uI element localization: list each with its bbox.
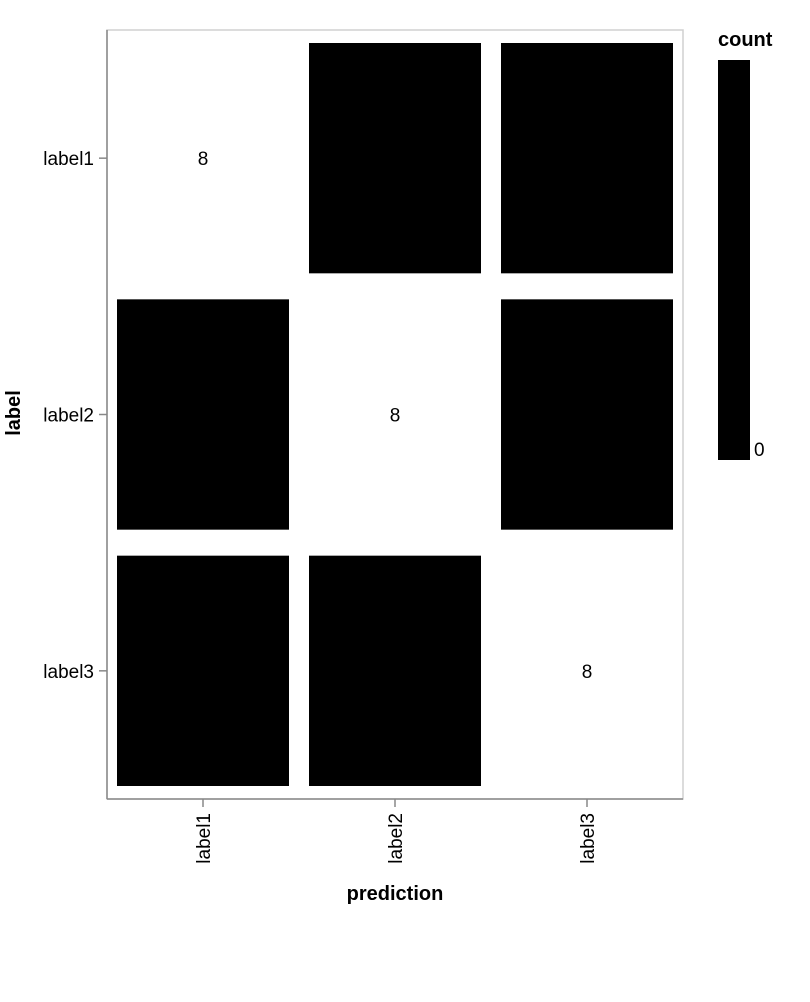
- heatmap-cell: [309, 555, 481, 786]
- legend-title: count: [718, 29, 773, 51]
- y-axis-title: label: [3, 390, 25, 436]
- y-tick-label: label1: [43, 149, 94, 170]
- cell-value-label: 8: [582, 662, 593, 683]
- x-axis-title: prediction: [347, 883, 444, 905]
- x-tick-label: label2: [386, 813, 407, 864]
- heatmap-cell-labels: 8 8 8: [198, 149, 593, 683]
- cell-value-label: 8: [390, 406, 401, 427]
- heatmap-cell: [309, 299, 481, 530]
- y-tick-label: label3: [43, 662, 94, 683]
- y-axis-ticks: label1 label2 label3: [43, 149, 107, 683]
- cell-value-label: 8: [198, 149, 209, 170]
- heatmap-cell: [117, 555, 289, 786]
- heatmap-cell: [501, 555, 673, 786]
- x-axis-ticks: label1 label2 label3: [194, 799, 599, 864]
- heatmap-cell: [309, 43, 481, 274]
- x-tick-label: label1: [194, 813, 215, 864]
- legend-gradient-bar: [718, 60, 750, 460]
- heatmap-cell: [501, 43, 673, 274]
- heatmap-cell: [117, 299, 289, 530]
- heatmap-cell: [501, 299, 673, 530]
- legend-tick-label: 0: [754, 440, 765, 461]
- x-tick-label: label3: [578, 813, 599, 864]
- y-tick-label: label2: [43, 406, 94, 427]
- heatmap-cells: [117, 43, 673, 786]
- heatmap-cell: [117, 43, 289, 274]
